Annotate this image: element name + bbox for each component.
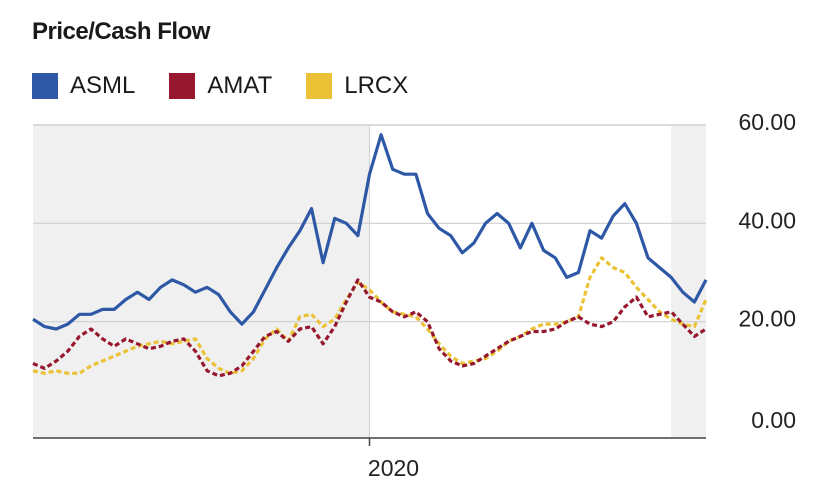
chart-title: Price/Cash Flow — [32, 18, 210, 45]
gridlines — [33, 124, 706, 438]
legend-label-asml: ASML — [70, 72, 136, 99]
legend-swatch-lrcx — [306, 73, 333, 99]
shaded-period-0 — [33, 125, 370, 438]
series-line-asml — [32, 133, 708, 331]
series-line-amat — [32, 278, 707, 378]
y-tick-label-1: 40.00 — [738, 207, 796, 233]
legend-swatch-asml — [32, 73, 58, 99]
y-tick-label-2: 20.00 — [738, 306, 796, 332]
legend-item-amat[interactable]: AMAT — [169, 72, 272, 100]
y-tick-label-3: 0.00 — [751, 407, 796, 433]
shaded-period-1 — [671, 125, 706, 438]
series-line-lrcx — [32, 256, 708, 375]
legend-item-asml[interactable]: ASML — [32, 72, 135, 100]
series-lines — [32, 133, 708, 378]
x-tick-label-0: 2020 — [368, 455, 419, 481]
axes: 60.00 40.00 20.00 0.00 2020 — [33, 109, 796, 481]
legend-item-lrcx[interactable]: LRCX — [306, 72, 408, 100]
y-tick-label-0: 60.00 — [738, 109, 796, 135]
shaded-regions — [33, 125, 706, 438]
chart-legend: ASML AMAT LRCX — [32, 72, 442, 100]
legend-swatch-amat — [169, 73, 196, 99]
legend-label-amat: AMAT — [207, 72, 273, 99]
legend-label-lrcx: LRCX — [344, 72, 409, 99]
